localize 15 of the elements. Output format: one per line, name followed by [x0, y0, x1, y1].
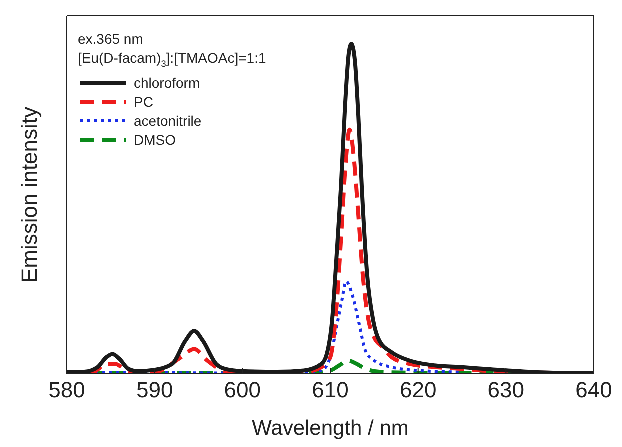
- y-axis-title: Emission intensity: [16, 106, 42, 284]
- x-axis-title: Wavelength / nm: [252, 417, 409, 440]
- x-tick-label: 590: [136, 378, 174, 403]
- x-tick-label: 620: [400, 378, 437, 403]
- x-tick-label: 580: [48, 378, 86, 403]
- x-tick-label: 630: [488, 378, 525, 403]
- x-tick-label: 600: [224, 378, 262, 403]
- legend-label: PC: [134, 92, 154, 112]
- annotation: ex.365 nm: [78, 31, 144, 47]
- x-tick-label: 640: [576, 378, 612, 403]
- legend-label: acetonitrile: [134, 112, 202, 131]
- annotation: [Eu(D-facam)$_{3}$]:[TMAOAc]=1:1: [78, 50, 266, 69]
- legend-label: chloroform: [134, 74, 200, 93]
- x-tick-label: 610: [312, 378, 349, 403]
- legend-label: DMSO: [134, 130, 176, 150]
